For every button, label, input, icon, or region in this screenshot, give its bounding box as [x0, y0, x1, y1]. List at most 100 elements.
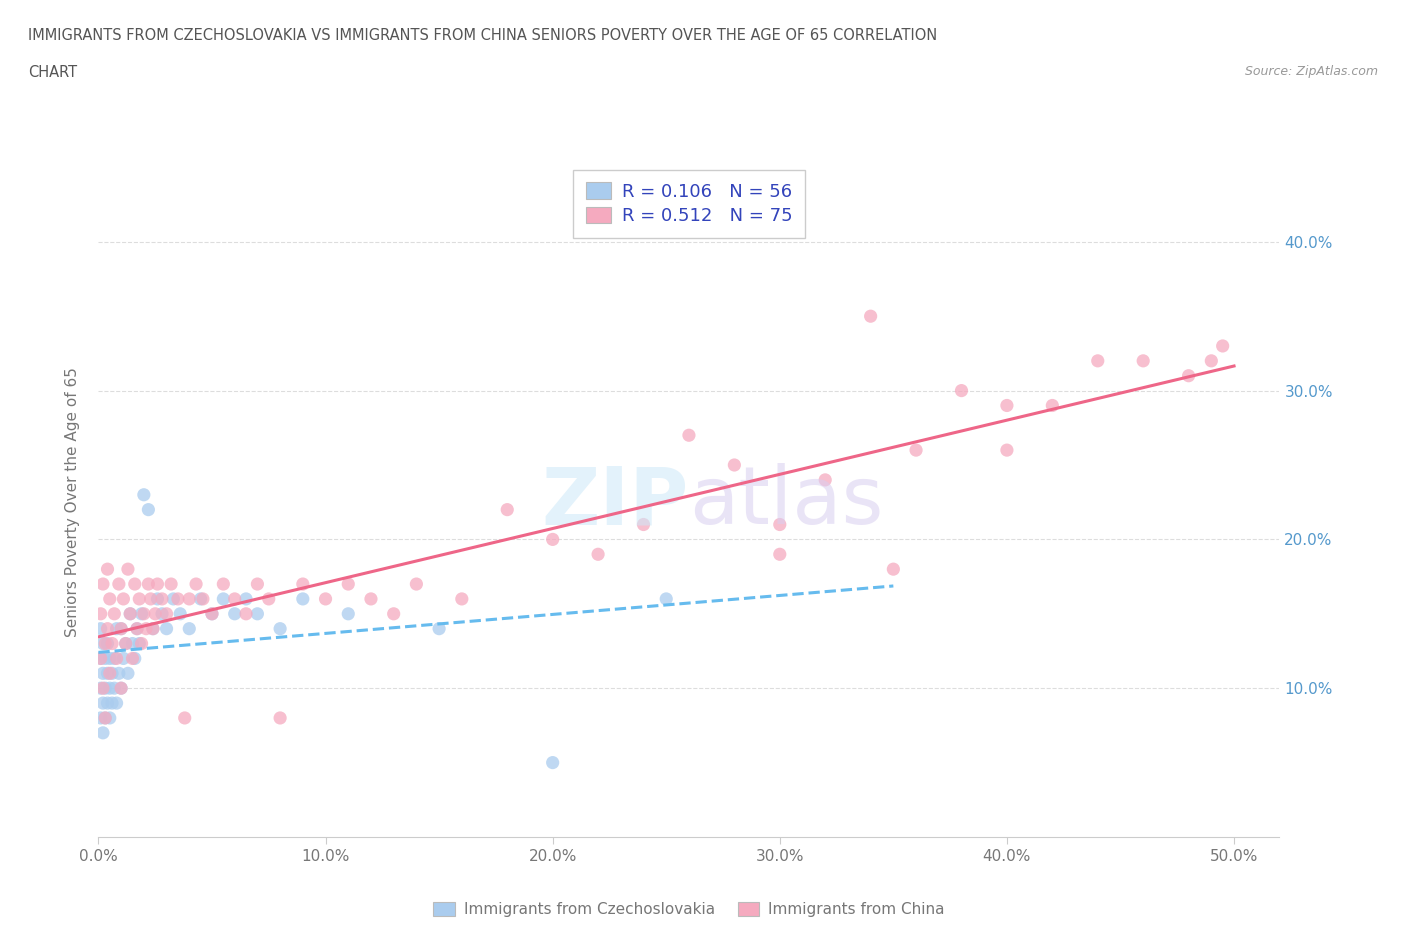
Point — [96, 666, 118, 681]
Point — [678, 428, 700, 443]
Point — [723, 458, 745, 472]
Point — [132, 487, 155, 502]
Point — [103, 681, 125, 696]
Point — [94, 681, 117, 696]
Point — [360, 591, 382, 606]
Point — [269, 711, 291, 725]
Point — [110, 621, 132, 636]
Point — [184, 577, 207, 591]
Legend: Immigrants from Czechoslovakia, Immigrants from China: Immigrants from Czechoslovakia, Immigran… — [427, 896, 950, 923]
Point — [150, 591, 173, 606]
Point — [110, 621, 132, 636]
Point — [110, 681, 132, 696]
Point — [90, 606, 112, 621]
Point — [150, 606, 173, 621]
Point — [108, 577, 131, 591]
Point — [105, 621, 128, 636]
Point — [315, 591, 337, 606]
Point — [191, 591, 214, 606]
Point — [269, 621, 291, 636]
Point — [94, 636, 117, 651]
Point — [142, 621, 165, 636]
Point — [814, 472, 837, 487]
Text: CHART: CHART — [28, 65, 77, 80]
Point — [90, 621, 112, 636]
Text: ZIP: ZIP — [541, 463, 689, 541]
Point — [146, 577, 169, 591]
Point — [98, 651, 121, 666]
Point — [146, 591, 169, 606]
Point — [139, 591, 162, 606]
Point — [103, 606, 125, 621]
Point — [1087, 353, 1109, 368]
Point — [246, 577, 269, 591]
Point — [96, 562, 118, 577]
Point — [905, 443, 928, 458]
Point — [337, 577, 360, 591]
Point — [201, 606, 224, 621]
Point — [103, 651, 125, 666]
Point — [224, 606, 246, 621]
Point — [124, 651, 146, 666]
Point — [224, 591, 246, 606]
Point — [135, 621, 157, 636]
Point — [101, 636, 124, 651]
Point — [427, 621, 450, 636]
Point — [138, 577, 160, 591]
Point — [291, 591, 314, 606]
Point — [110, 681, 132, 696]
Point — [114, 636, 136, 651]
Point — [91, 577, 114, 591]
Point — [105, 651, 128, 666]
Point — [94, 711, 117, 725]
Point — [125, 621, 148, 636]
Point — [98, 681, 121, 696]
Point — [90, 681, 112, 696]
Point — [179, 621, 201, 636]
Point — [212, 577, 235, 591]
Point — [128, 591, 150, 606]
Point — [995, 443, 1018, 458]
Point — [235, 591, 257, 606]
Point — [450, 591, 472, 606]
Point — [769, 517, 792, 532]
Point — [496, 502, 519, 517]
Point — [114, 636, 136, 651]
Point — [117, 562, 139, 577]
Point — [125, 621, 148, 636]
Point — [212, 591, 235, 606]
Point — [131, 636, 153, 651]
Point — [120, 606, 142, 621]
Point — [173, 711, 195, 725]
Point — [90, 651, 112, 666]
Point — [91, 666, 114, 681]
Point — [90, 651, 112, 666]
Point — [190, 591, 212, 606]
Point — [337, 606, 360, 621]
Point — [950, 383, 973, 398]
Point — [96, 696, 118, 711]
Point — [91, 725, 114, 740]
Point — [96, 621, 118, 636]
Point — [98, 711, 121, 725]
Point — [179, 591, 201, 606]
Point — [128, 636, 150, 651]
Point — [91, 696, 114, 711]
Point — [1132, 353, 1154, 368]
Point — [98, 666, 121, 681]
Point — [101, 666, 124, 681]
Point — [121, 636, 143, 651]
Point — [246, 606, 269, 621]
Point — [162, 591, 184, 606]
Point — [257, 591, 280, 606]
Point — [94, 651, 117, 666]
Point — [169, 606, 191, 621]
Text: IMMIGRANTS FROM CZECHOSLOVAKIA VS IMMIGRANTS FROM CHINA SENIORS POVERTY OVER THE: IMMIGRANTS FROM CZECHOSLOVAKIA VS IMMIGR… — [28, 28, 938, 43]
Point — [94, 711, 117, 725]
Point — [131, 606, 153, 621]
Point — [112, 651, 135, 666]
Point — [405, 577, 427, 591]
Point — [882, 562, 904, 577]
Point — [291, 577, 314, 591]
Point — [98, 591, 121, 606]
